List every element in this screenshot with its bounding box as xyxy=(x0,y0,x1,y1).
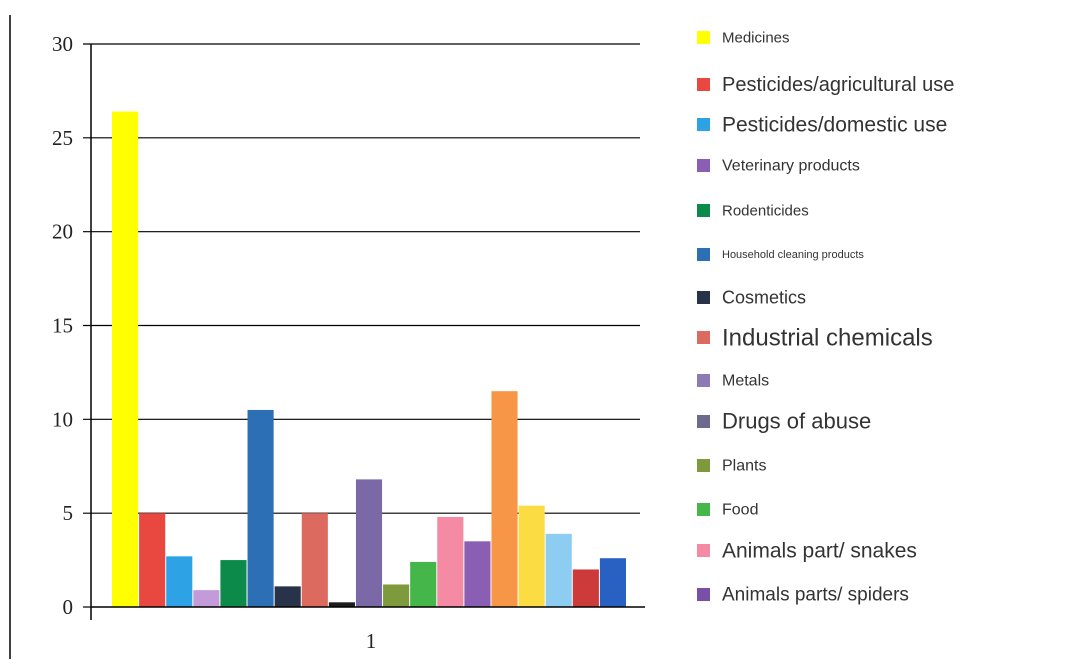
bar xyxy=(355,479,383,607)
legend-label: Cosmetics xyxy=(722,287,806,307)
bar xyxy=(247,409,274,607)
legend-swatch xyxy=(697,374,710,387)
bar xyxy=(139,513,166,607)
y-tick-label: 10 xyxy=(52,407,73,431)
legend-label: Pesticides/domestic use xyxy=(722,113,947,136)
bar xyxy=(112,111,139,607)
legend-swatch xyxy=(697,331,710,344)
legend-label: Drugs of abuse xyxy=(722,409,871,434)
bar xyxy=(545,533,572,607)
legend-label: Medicines xyxy=(722,29,790,46)
x-axis-categories: 1 xyxy=(366,629,377,653)
legend-swatch xyxy=(697,415,710,428)
y-tick-label: 25 xyxy=(52,126,73,150)
y-tick-label: 0 xyxy=(63,595,74,619)
bar xyxy=(599,558,626,607)
legend-swatch xyxy=(697,248,710,261)
legend-swatch xyxy=(697,503,710,516)
bar xyxy=(274,586,301,607)
legend-label: Industrial chemicals xyxy=(722,324,933,351)
y-tick-label: 15 xyxy=(52,314,73,338)
legend-swatch xyxy=(697,159,710,172)
legend-label: Animals parts/ spiders xyxy=(722,585,909,606)
legend-label: Metals xyxy=(722,373,769,390)
bar xyxy=(193,590,220,607)
bar xyxy=(572,569,599,607)
legend-swatch xyxy=(697,204,710,217)
legend-label: Rodenticides xyxy=(722,202,809,219)
legend-swatch xyxy=(697,459,710,472)
x-category-label: 1 xyxy=(366,629,377,653)
bar xyxy=(410,561,437,607)
bar xyxy=(166,556,193,607)
y-axis-ticks: 0 5 10 15 20 25 30 xyxy=(52,32,73,619)
legend-label: Pesticides/agricultural use xyxy=(722,74,954,96)
bar xyxy=(383,584,410,607)
gridlines xyxy=(83,43,640,608)
legend-label: Household cleaning products xyxy=(722,249,864,261)
legend-label: Food xyxy=(722,502,758,519)
legend-swatch xyxy=(697,78,710,91)
bar xyxy=(464,541,491,607)
legend-label: Animals part/ snakes xyxy=(722,539,917,562)
bar xyxy=(518,505,545,607)
bar xyxy=(220,560,247,607)
legend-swatch xyxy=(697,291,710,304)
y-tick-label: 20 xyxy=(52,220,73,244)
bars-group xyxy=(112,111,626,607)
legend-swatch xyxy=(697,544,710,557)
bar xyxy=(437,516,464,607)
bar xyxy=(491,391,518,607)
bar xyxy=(301,513,328,607)
legend-swatch xyxy=(697,31,710,44)
y-tick-label: 5 xyxy=(63,501,74,525)
bar xyxy=(328,602,355,607)
legend: Medicines Pesticides/agricultural use Pest… xyxy=(697,29,954,606)
legend-label: Plants xyxy=(722,458,766,475)
legend-swatch xyxy=(697,118,710,131)
legend-label: Veterinary products xyxy=(722,158,860,175)
legend-swatch xyxy=(697,588,710,601)
y-tick-label: 30 xyxy=(52,32,73,56)
